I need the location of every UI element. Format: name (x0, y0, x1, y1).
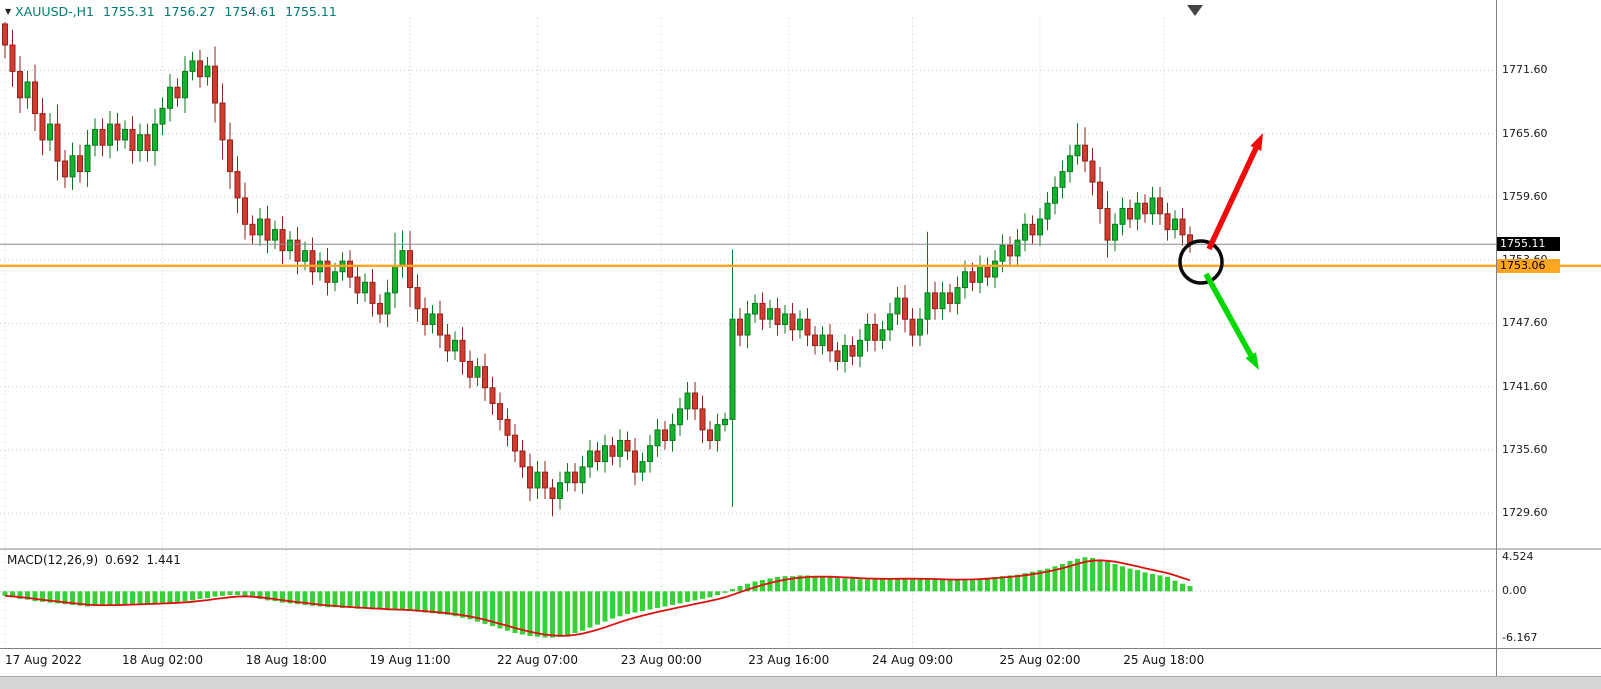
time-axis-label: 23 Aug 16:00 (748, 653, 830, 667)
up-arrow-annotation[interactable] (1206, 133, 1263, 251)
collapse-triangle-icon[interactable]: ▼ (5, 7, 12, 16)
down-arrow-annotation[interactable] (1203, 272, 1259, 370)
price-axis-label: 1771.60 (1502, 63, 1548, 77)
macd-axis-label: 0.00 (1502, 584, 1527, 598)
macd-axis[interactable]: 4.524 0.00 -6.167 (1497, 549, 1601, 648)
ohlc-high-value: 1756.27 (163, 4, 216, 19)
hline-price-tag: 1753.06 (1497, 258, 1560, 273)
ohlc-open-value: 1755.31 (102, 4, 155, 19)
price-axis-label: 1765.60 (1502, 126, 1548, 140)
time-axis-label: 23 Aug 00:00 (620, 653, 702, 667)
highlight-circle-annotation[interactable] (1178, 239, 1224, 285)
price-axis-label: 1747.60 (1502, 316, 1548, 330)
price-axis-label: 1741.60 (1502, 379, 1548, 393)
grid-layer (0, 18, 1496, 648)
macd-signal-line (4, 559, 1191, 637)
price-axis-label: 1729.60 (1502, 506, 1548, 520)
time-axis-label: 25 Aug 02:00 (999, 653, 1081, 667)
chart-header: ▼ XAUUSD-,H1 1755.31 1756.27 1754.61 1755.11 (5, 4, 346, 19)
time-axis-label: 19 Aug 11:00 (369, 653, 451, 667)
macd-axis-label: 4.524 (1502, 550, 1534, 564)
time-axis-label: 22 Aug 07:00 (497, 653, 578, 667)
candles-layer (2, 21, 1193, 517)
time-axis-label: 17 Aug 2022 (5, 653, 82, 667)
chart-shift-marker-icon[interactable] (1187, 5, 1203, 16)
price-axis-label: 1735.60 (1502, 442, 1548, 456)
macd-indicator-label: MACD(12,26,9) 0.692 1.441 (7, 553, 181, 567)
time-axis[interactable]: 17 Aug 2022 18 Aug 02:00 18 Aug 18:00 19 Au… (0, 651, 1496, 675)
macd-signal-value: 1.441 (146, 553, 181, 567)
time-axis-label: 24 Aug 09:00 (872, 653, 953, 667)
ohlc-close-value: 1755.11 (285, 4, 337, 19)
price-axis[interactable]: 1771.601765.601759.601753.601747.601741.… (1497, 0, 1601, 548)
macd-title: MACD(12,26,9) (7, 553, 99, 567)
time-axis-label: 18 Aug 18:00 (245, 653, 327, 667)
window-bottom-strip (0, 676, 1601, 689)
current-price-tag: 1755.11 (1497, 237, 1560, 252)
time-axis-label: 25 Aug 18:00 (1123, 653, 1205, 667)
ohlc-low-value: 1754.61 (224, 4, 277, 19)
macd-axis-label: -6.167 (1502, 631, 1538, 645)
macd-histogram-layer (2, 557, 1193, 638)
time-axis-label: 18 Aug 02:00 (122, 653, 203, 667)
symbol-period-label: XAUUSD-,H1 (15, 4, 94, 19)
macd-main-value: 0.692 (105, 553, 140, 567)
price-axis-label: 1759.60 (1502, 189, 1548, 203)
